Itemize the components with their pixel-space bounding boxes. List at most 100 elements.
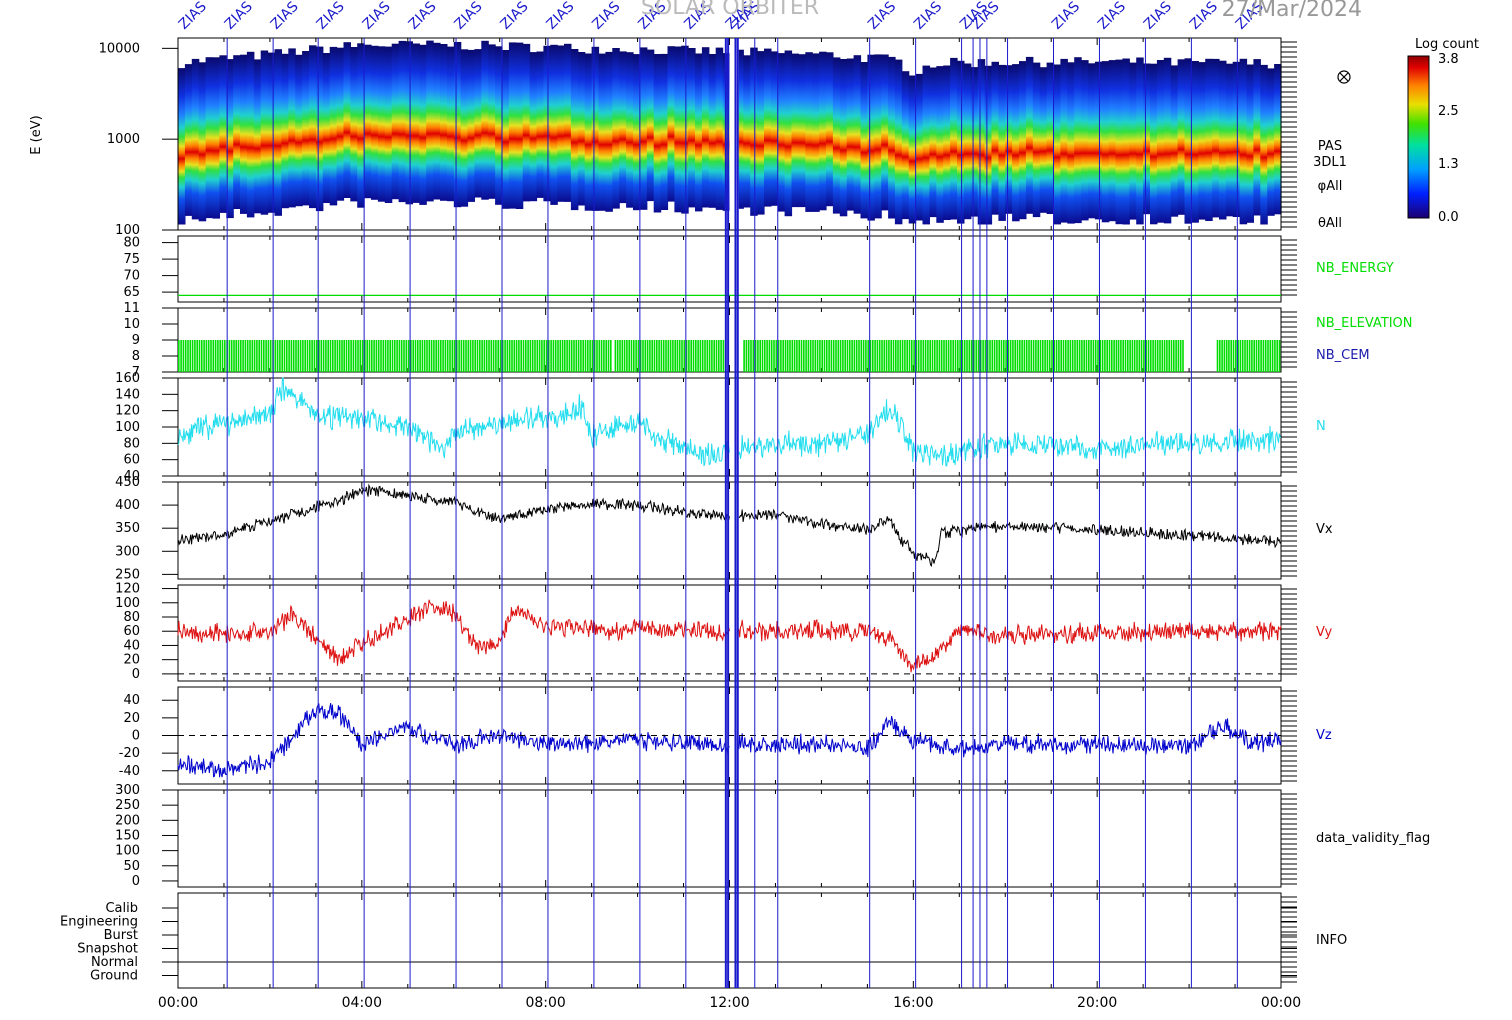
event-marker-label: ZIAS bbox=[268, 0, 302, 33]
nb-elevation-bar bbox=[1099, 340, 1102, 372]
nb-elevation-bar bbox=[784, 340, 787, 372]
nb-elevation-bar bbox=[479, 340, 481, 372]
nb-elevation-bar bbox=[943, 340, 945, 372]
nb-elevation-bar bbox=[338, 340, 341, 372]
spectrogram-column bbox=[646, 49, 655, 202]
nb-elevation-bar bbox=[653, 340, 656, 372]
nb-elevation-bar bbox=[938, 340, 941, 372]
nb-elevation-bar bbox=[1117, 340, 1120, 372]
nb-elevation-bar bbox=[959, 340, 961, 372]
nb-elevation-bar bbox=[651, 340, 654, 372]
series-line-vy bbox=[177, 599, 1282, 673]
nb-elevation-bar bbox=[1076, 340, 1079, 372]
nb-elevation-bar bbox=[361, 340, 364, 372]
y-tick-label: 250 bbox=[115, 567, 140, 582]
spectrogram-column bbox=[260, 50, 269, 215]
nb-elevation-bar bbox=[927, 340, 929, 372]
nb-elevation-bar bbox=[1000, 340, 1003, 372]
nb-elevation-bar bbox=[1239, 340, 1242, 372]
nb-elevation-bar bbox=[198, 340, 201, 372]
nb-elevation-bar bbox=[288, 340, 290, 372]
nb-elevation-bar bbox=[1088, 340, 1090, 372]
spectrogram-column bbox=[1239, 58, 1248, 225]
spectrogram-column bbox=[529, 52, 538, 202]
series-label: Vy bbox=[1316, 625, 1333, 640]
nb-elevation-bar bbox=[398, 340, 401, 372]
nb-elevation-bar bbox=[678, 340, 681, 372]
spectrogram-column bbox=[543, 45, 551, 202]
nb-elevation-bar bbox=[940, 340, 943, 372]
x-tick-label: 20:00 bbox=[1077, 995, 1117, 1011]
y-tick-label: 120 bbox=[115, 404, 140, 419]
spectrogram-column bbox=[295, 54, 303, 207]
nb-elevation-bar bbox=[667, 340, 670, 372]
nb-elevation-bar bbox=[244, 340, 247, 372]
spectrogram-column bbox=[357, 43, 365, 208]
spectrogram-column bbox=[860, 62, 868, 219]
nb-elevation-bar bbox=[502, 340, 504, 372]
nb-elevation-bar bbox=[529, 340, 532, 372]
spectrogram-column bbox=[908, 75, 917, 224]
y-tick-label: 60 bbox=[123, 624, 140, 639]
nb-elevation-bar bbox=[481, 340, 483, 372]
nb-elevation-bar bbox=[1039, 340, 1042, 372]
nb-elevation-bar bbox=[993, 340, 996, 372]
spectrogram-column bbox=[557, 45, 565, 202]
nb-elevation-bar bbox=[872, 340, 874, 372]
nb-elevation-bar bbox=[205, 340, 208, 372]
nb-elevation-bar bbox=[1163, 340, 1166, 372]
y-tick-label: 10 bbox=[123, 317, 140, 332]
nb-elevation-bar bbox=[1156, 340, 1159, 372]
y-tick-label: 40 bbox=[123, 693, 140, 708]
nb-elevation-bar bbox=[580, 340, 582, 372]
nb-elevation-bar bbox=[1055, 340, 1058, 372]
nb-elevation-bar bbox=[789, 340, 791, 372]
nb-elevation-bar bbox=[364, 340, 366, 372]
nb-elevation-bar bbox=[605, 340, 608, 372]
nb-elevation-bar bbox=[295, 340, 297, 372]
y-tick-label: 8 bbox=[132, 349, 140, 364]
info-level-label: Ground bbox=[90, 969, 138, 984]
nb-elevation-bar bbox=[1007, 340, 1010, 372]
spectrogram-column bbox=[584, 53, 593, 211]
nb-elevation-bar bbox=[945, 340, 948, 372]
nb-elevation-bar bbox=[274, 340, 277, 372]
nb-elevation-bar bbox=[575, 340, 578, 372]
nb-elevation-bar bbox=[476, 340, 479, 372]
nb-elevation-bar bbox=[1129, 340, 1131, 372]
spectrogram-column bbox=[191, 58, 200, 220]
nb-elevation-bar bbox=[1278, 340, 1281, 372]
event-markers-layer: ZIAS ZIAS ZIAS ZIAS ZIAS ZIAS ZIAS ZIAS ZIAS ZIAS… bbox=[176, 0, 1267, 988]
nb-elevation-bar bbox=[1003, 340, 1005, 372]
nb-elevation-bar bbox=[380, 340, 382, 372]
y-tick-label: 300 bbox=[115, 783, 140, 798]
y-tick-label: 70 bbox=[123, 269, 140, 284]
spectrogram-column bbox=[888, 56, 896, 219]
nb-elevation-bar bbox=[508, 340, 511, 372]
nb-elevation-bar bbox=[715, 340, 718, 372]
nb-elevation-bar bbox=[1216, 340, 1219, 372]
info-level-label: Burst bbox=[104, 928, 138, 943]
nb-elevation-bar bbox=[469, 340, 472, 372]
spectrogram-column bbox=[715, 47, 724, 210]
spectrogram-column bbox=[977, 59, 986, 225]
nb-elevation-bar bbox=[1058, 340, 1060, 372]
nb-elevation-bar bbox=[1005, 340, 1007, 372]
nb-elevation-bar bbox=[766, 340, 768, 372]
nb-elevation-bar bbox=[1274, 340, 1276, 372]
nb-elevation-bar bbox=[1069, 340, 1072, 372]
spectrogram-column bbox=[963, 63, 972, 220]
nb-elevation-bar bbox=[1101, 340, 1104, 372]
nb-elevation-bar bbox=[451, 340, 454, 372]
spectrogram-column bbox=[612, 48, 620, 209]
nb-elevation-bar bbox=[458, 340, 460, 372]
nb-elevation-bar bbox=[265, 340, 267, 372]
spectrogram-column bbox=[322, 53, 331, 203]
nb-elevation-bar bbox=[821, 340, 824, 372]
nb-elevation-bar bbox=[865, 340, 867, 372]
x-tick-label: 12:00 bbox=[709, 995, 749, 1011]
nb-elevation-bar bbox=[1060, 340, 1063, 372]
nb-elevation-bar bbox=[423, 340, 426, 372]
nb-elevation-bar bbox=[929, 340, 932, 372]
nb-elevation-bar bbox=[1048, 340, 1051, 372]
